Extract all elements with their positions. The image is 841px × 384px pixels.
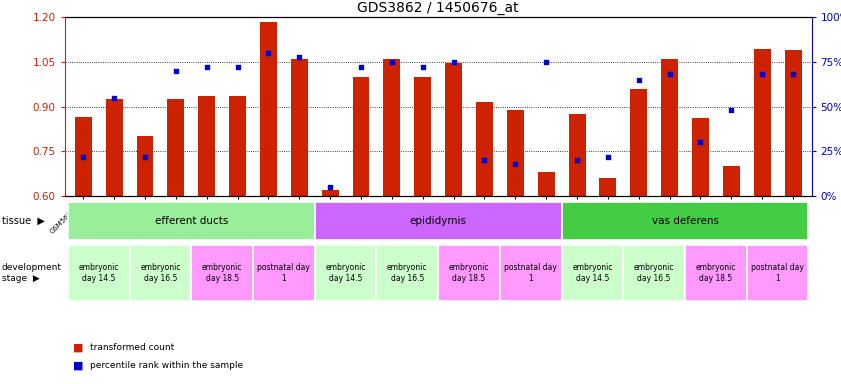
Bar — [291, 59, 308, 196]
Bar — [600, 178, 616, 196]
Text: ■: ■ — [73, 361, 83, 371]
Point — [509, 161, 522, 167]
Point — [138, 154, 151, 160]
Bar — [785, 50, 801, 196]
Bar — [106, 99, 123, 196]
Bar — [623, 245, 685, 301]
Text: postnatal day
1: postnatal day 1 — [505, 263, 558, 283]
Text: tissue  ▶: tissue ▶ — [2, 216, 45, 226]
Point — [786, 71, 800, 78]
Text: embryonic
day 18.5: embryonic day 18.5 — [696, 263, 736, 283]
Text: epididymis: epididymis — [410, 216, 467, 226]
Bar — [630, 89, 648, 196]
Text: embryonic
day 18.5: embryonic day 18.5 — [202, 263, 242, 283]
Bar — [229, 96, 246, 196]
Text: vas deferens: vas deferens — [652, 216, 718, 226]
Bar — [75, 117, 92, 196]
Point — [293, 53, 306, 60]
Point — [755, 71, 769, 78]
Point — [601, 154, 615, 160]
Bar — [537, 172, 555, 196]
Bar — [198, 96, 215, 196]
Point — [324, 184, 337, 190]
Text: postnatal day
1: postnatal day 1 — [257, 263, 310, 283]
Bar — [253, 245, 315, 301]
Point — [663, 71, 676, 78]
Bar — [130, 245, 191, 301]
Point — [262, 50, 275, 56]
Point — [539, 59, 553, 65]
Bar — [445, 63, 462, 196]
Bar — [747, 245, 808, 301]
Bar — [415, 77, 431, 196]
Text: ■: ■ — [73, 343, 83, 353]
Point — [478, 157, 491, 163]
Title: GDS3862 / 1450676_at: GDS3862 / 1450676_at — [357, 1, 519, 15]
Text: embryonic
day 16.5: embryonic day 16.5 — [140, 263, 181, 283]
Bar — [562, 245, 623, 301]
Point — [169, 68, 182, 74]
Point — [694, 139, 707, 146]
Text: embryonic
day 14.5: embryonic day 14.5 — [572, 263, 613, 283]
Bar — [315, 202, 562, 240]
Bar — [68, 245, 130, 301]
Bar — [321, 190, 339, 196]
Point — [108, 94, 121, 101]
Point — [200, 64, 214, 70]
Text: development
stage  ▶: development stage ▶ — [2, 263, 61, 283]
Text: embryonic
day 16.5: embryonic day 16.5 — [387, 263, 427, 283]
Point — [230, 64, 244, 70]
Text: embryonic
day 14.5: embryonic day 14.5 — [325, 263, 366, 283]
Bar — [507, 109, 524, 196]
Bar — [191, 245, 253, 301]
Point — [416, 64, 430, 70]
Bar — [476, 102, 493, 196]
Bar — [438, 245, 500, 301]
Bar — [723, 166, 740, 196]
Bar — [500, 245, 562, 301]
Text: embryonic
day 18.5: embryonic day 18.5 — [449, 263, 489, 283]
Point — [632, 77, 646, 83]
Bar — [383, 59, 400, 196]
Point — [354, 64, 368, 70]
Text: efferent ducts: efferent ducts — [155, 216, 228, 226]
Text: embryonic
day 14.5: embryonic day 14.5 — [78, 263, 119, 283]
Text: embryonic
day 16.5: embryonic day 16.5 — [634, 263, 674, 283]
Bar — [68, 202, 315, 240]
Point — [570, 157, 584, 163]
Bar — [685, 245, 747, 301]
Text: transformed count: transformed count — [90, 343, 174, 352]
Bar — [569, 114, 585, 196]
Point — [447, 59, 460, 65]
Bar — [352, 77, 369, 196]
Point — [77, 154, 90, 160]
Text: postnatal day
1: postnatal day 1 — [751, 263, 804, 283]
Bar — [260, 22, 277, 196]
Bar — [754, 48, 770, 196]
Point — [385, 59, 399, 65]
Bar — [167, 99, 184, 196]
Bar — [315, 245, 377, 301]
Text: percentile rank within the sample: percentile rank within the sample — [90, 361, 243, 370]
Bar — [661, 59, 678, 196]
Bar — [562, 202, 808, 240]
Point — [725, 107, 738, 113]
Bar — [377, 245, 438, 301]
Bar — [692, 119, 709, 196]
Bar — [136, 136, 153, 196]
